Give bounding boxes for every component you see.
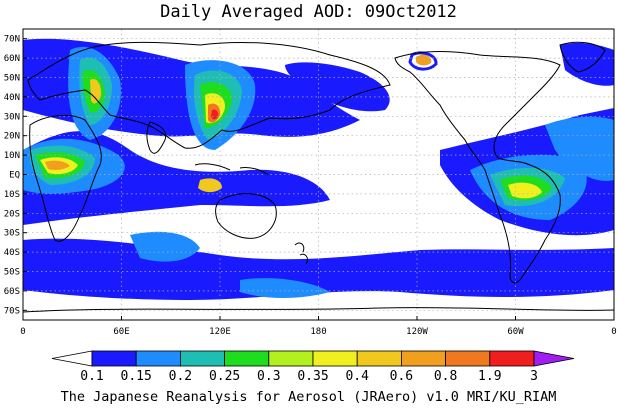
- x-tick-label: 60W: [507, 327, 524, 337]
- y-tick-label: 20N: [4, 132, 20, 142]
- coastlines: [23, 41, 614, 313]
- colorbar-bin: [356, 350, 402, 367]
- colorbar-label: 0.3: [257, 369, 280, 384]
- footer-credit: The Japanese Reanalysis for Aerosol (JRA…: [61, 389, 557, 405]
- y-tick-label: 30N: [4, 112, 20, 122]
- colorbar-label: 0.25: [209, 369, 240, 384]
- y-tick-label: 70N: [4, 35, 20, 45]
- colorbar-bin: [135, 350, 181, 367]
- y-tick-label: 60S: [4, 287, 20, 297]
- colorbar-label: 0.8: [434, 369, 457, 384]
- y-axis: 70N 60N 50N 40N 30N 20N 10N EQ 10S 20S 30S 40S 50S 60…: [4, 35, 27, 316]
- x-tick-label: 60E: [113, 327, 129, 337]
- y-tick-label: 40N: [4, 93, 20, 103]
- colorbar-label: 3: [530, 369, 538, 384]
- y-tick-label: EQ: [9, 171, 20, 181]
- y-tick-label: 60N: [4, 54, 20, 64]
- colorbar-bin: [489, 350, 535, 367]
- colorbar-label: 1.9: [478, 369, 501, 384]
- x-tick-label: 0: [20, 327, 25, 337]
- colorbar: 0.1 0.15 0.2 0.25 0.3 0.35 0.4 0.6 0.8 1.9 3: [51, 350, 575, 384]
- colorbar-label: 0.2: [169, 369, 192, 384]
- y-tick-label: 10S: [4, 190, 20, 200]
- colorbar-label: 0.6: [390, 369, 413, 384]
- colorbar-min-arrow: [51, 350, 93, 367]
- aod-shading: [23, 38, 614, 300]
- y-tick-label: 50S: [4, 268, 20, 278]
- colorbar-bin: [400, 350, 446, 367]
- plot-area: [23, 29, 614, 320]
- chart-title: Daily Averaged AOD: 09Oct2012: [160, 2, 457, 22]
- colorbar-label: 0.15: [121, 369, 152, 384]
- y-tick-label: 50N: [4, 74, 20, 84]
- y-tick-label: 30S: [4, 229, 20, 239]
- y-tick-label: 10N: [4, 151, 20, 161]
- y-tick-label: 40S: [4, 248, 20, 258]
- colorbar-bin: [179, 350, 225, 367]
- grid-lines: [23, 29, 614, 320]
- colorbar-bin: [91, 350, 137, 367]
- x-tick-label: 120W: [406, 327, 428, 337]
- x-tick-label: 120E: [209, 327, 231, 337]
- colorbar-bin: [445, 350, 491, 367]
- y-tick-label: 20S: [4, 209, 20, 219]
- x-tick-label: 180: [310, 327, 326, 337]
- x-axis: 0 60E 120E 180 120W 60W 0: [20, 316, 617, 337]
- colorbar-bin: [312, 350, 358, 367]
- colorbar-bin: [224, 350, 270, 367]
- colorbar-bin: [268, 350, 314, 367]
- colorbar-label: 0.1: [80, 369, 103, 384]
- x-tick-label: 0: [611, 327, 616, 337]
- colorbar-label: 0.4: [345, 369, 369, 384]
- y-tick-label: 70S: [4, 306, 20, 316]
- colorbar-max-arrow: [533, 350, 575, 367]
- colorbar-label: 0.35: [297, 369, 328, 384]
